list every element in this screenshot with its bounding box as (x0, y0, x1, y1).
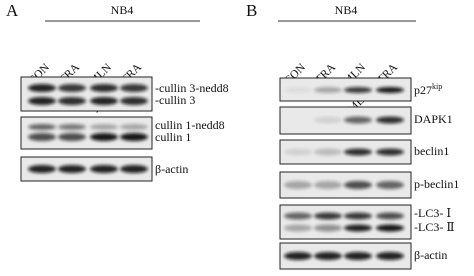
band (120, 124, 148, 130)
band (120, 133, 148, 141)
band (120, 84, 148, 92)
blot-label: cullin 1-nedd8 (155, 118, 225, 132)
band (284, 252, 312, 260)
band (58, 124, 86, 130)
band (344, 148, 372, 156)
blot-label: beclin1 (414, 144, 449, 158)
band (120, 97, 148, 105)
band (314, 212, 342, 220)
blot-label: -cullin 3 (155, 93, 195, 107)
band (28, 133, 56, 141)
band (376, 116, 404, 124)
band (120, 165, 148, 173)
blot-label: β-actin (414, 248, 447, 262)
band (344, 116, 372, 124)
blot-label: cullin 1 (155, 130, 191, 144)
band (58, 133, 86, 141)
blot-label: -LC3- Ⅰ (414, 206, 451, 220)
blot-label: β-actin (155, 162, 188, 176)
band (284, 87, 312, 93)
band (284, 181, 312, 189)
group-label: NB4 (111, 3, 134, 17)
band (344, 181, 372, 189)
panel-letter: B (246, 1, 257, 20)
band (376, 212, 404, 220)
band (376, 224, 404, 232)
band (284, 212, 312, 220)
band (284, 224, 312, 232)
band (90, 124, 118, 130)
blot-label: -cullin 3-nedd8 (155, 81, 229, 95)
blot-label: p27kip (414, 82, 442, 97)
band (314, 252, 342, 260)
panel-letter: A (6, 1, 19, 20)
blot-label: -LC3- Ⅱ (414, 220, 454, 234)
blot-label: DAPK1 (414, 112, 453, 126)
group-label: NB4 (335, 3, 358, 17)
band (344, 252, 372, 260)
band (376, 252, 404, 260)
band (376, 87, 404, 93)
band (28, 124, 56, 130)
label-superscript: kip (432, 82, 442, 91)
blot (20, 76, 153, 112)
band (314, 148, 342, 156)
band (376, 148, 404, 156)
blot (20, 116, 153, 150)
band (58, 84, 86, 92)
band (314, 181, 342, 189)
band (344, 212, 372, 220)
band (344, 224, 372, 232)
band (90, 133, 118, 141)
band (314, 116, 342, 124)
band (376, 181, 404, 189)
blot (279, 204, 412, 240)
band (90, 165, 118, 173)
band (314, 87, 342, 93)
band (28, 97, 56, 105)
band (90, 97, 118, 105)
band (58, 165, 86, 173)
band (314, 224, 342, 232)
band (284, 148, 312, 156)
band (344, 87, 372, 93)
band (28, 165, 56, 173)
band (58, 97, 86, 105)
band (90, 84, 118, 92)
blot-label: p-beclin1 (414, 177, 459, 191)
band (28, 84, 56, 92)
